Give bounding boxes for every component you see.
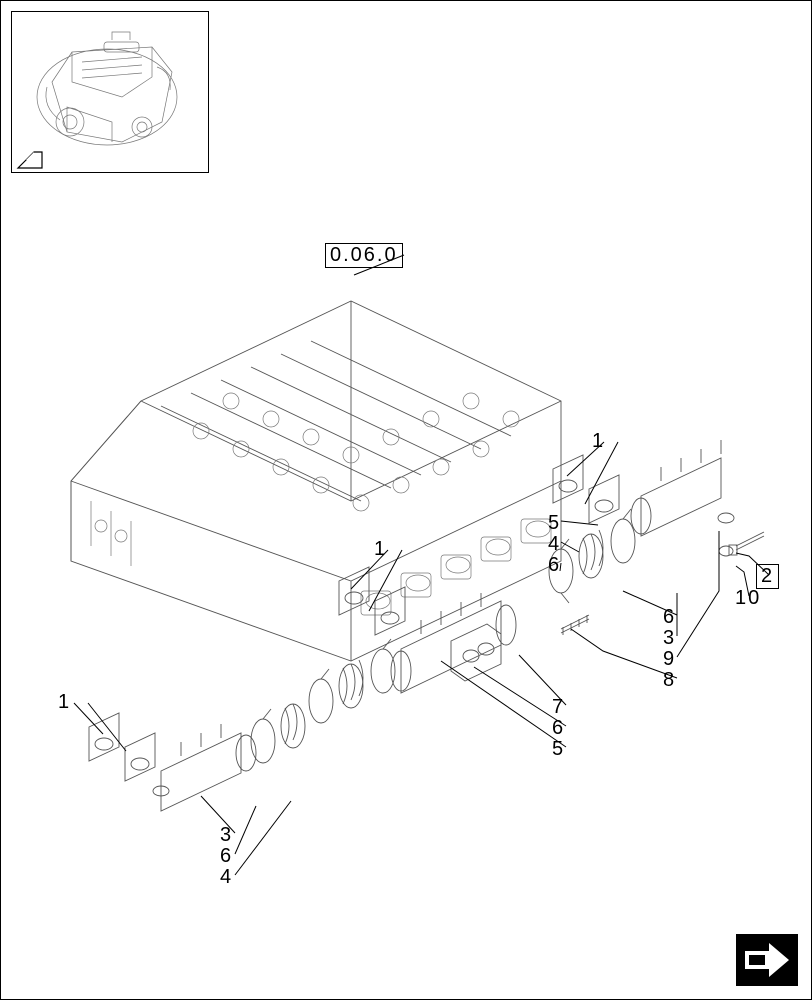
callout-label: 7 <box>552 696 565 719</box>
callout-label: 4 <box>220 866 233 889</box>
callout-label: 1 <box>374 538 387 561</box>
callout-label: 6 <box>552 717 565 740</box>
joint-right <box>549 509 635 603</box>
joint-mid <box>309 639 395 723</box>
callout-label: 3 <box>220 824 233 847</box>
callout-label: 8 <box>663 669 676 692</box>
callout-label: 3 <box>663 627 676 650</box>
callout-label: 1 <box>58 691 71 714</box>
callout-label: 10 <box>735 587 761 610</box>
joint-left <box>251 704 305 763</box>
callout-label: 9 <box>663 648 676 671</box>
callout-label: 6 <box>663 606 676 629</box>
gasket-set-left <box>89 713 155 781</box>
gasket-set-mid <box>339 567 405 635</box>
callout-label: 5 <box>548 512 561 535</box>
manifold-right <box>631 440 734 536</box>
next-page-icon[interactable] <box>735 933 799 987</box>
callout-label: 6 <box>548 554 561 577</box>
callout-label: 0.06.0 <box>325 243 403 268</box>
gasket-set-right <box>553 455 619 523</box>
callout-label: 4 <box>548 533 561 556</box>
exploded-diagram <box>1 1 812 1001</box>
callout-label: 1 <box>592 430 605 453</box>
callout-label: 2 <box>756 564 779 589</box>
page: 0.06.01115462106398765364 <box>0 0 812 1000</box>
leader-lines <box>74 255 769 875</box>
manifold-center <box>391 593 516 693</box>
manifold-left <box>153 724 256 811</box>
callout-label: 5 <box>552 738 565 761</box>
bolt <box>719 532 764 556</box>
callout-label: 6 <box>220 845 233 868</box>
